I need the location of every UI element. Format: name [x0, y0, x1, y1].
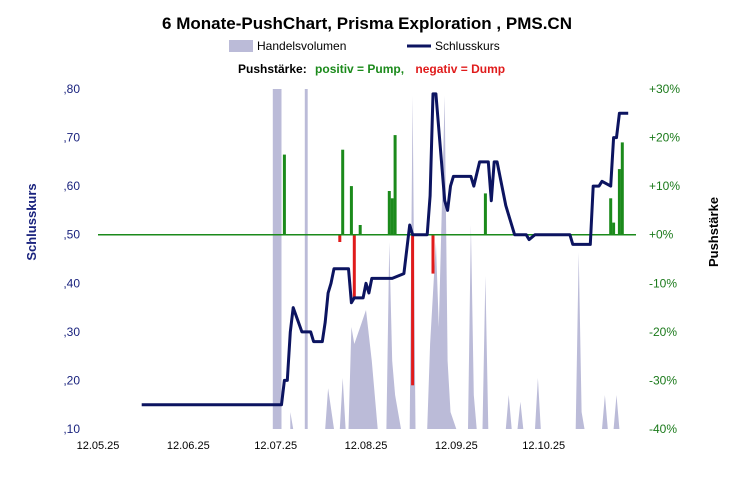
push-bar — [483, 193, 487, 235]
right-tick-label: +20% — [649, 131, 680, 145]
close-price-line — [141, 92, 629, 407]
x-tick-label: 12.08.25 — [345, 440, 388, 452]
push-bar — [393, 135, 397, 235]
right-tick-label: -20% — [649, 325, 677, 339]
y-left-axis-title: Schlusskurs — [24, 183, 39, 260]
left-tick-label: ,70 — [63, 131, 80, 145]
push-bar — [352, 234, 356, 298]
left-tick-label: ,50 — [63, 228, 80, 242]
push-bar — [431, 234, 435, 274]
chart-title: 6 Monate-PushChart, Prisma Exploration ,… — [162, 14, 572, 33]
x-tick-label: 12.06.25 — [167, 440, 210, 452]
legend-push-prefix: Pushstärke: — [238, 62, 307, 76]
x-tick-label: 12.05.25 — [77, 440, 120, 452]
left-tick-label: ,40 — [63, 276, 80, 290]
right-tick-label: +10% — [649, 179, 680, 193]
push-bar — [612, 222, 616, 235]
push-bar — [349, 186, 353, 235]
legend-push-negative: negativ = Dump — [415, 62, 505, 76]
left-tick-label: ,60 — [63, 179, 80, 193]
right-tick-label: +30% — [649, 82, 680, 96]
legend-volume-swatch — [229, 40, 253, 52]
push-bar — [338, 234, 342, 242]
legend-close-label: Schlusskurs — [435, 39, 500, 53]
x-tick-label: 12.09.25 — [435, 440, 478, 452]
push-bar — [390, 198, 394, 235]
left-tick-label: ,30 — [63, 325, 80, 339]
legend-push-line: Pushstärke: positiv = Pump, negativ = Du… — [238, 62, 505, 76]
right-tick-label: -10% — [649, 276, 677, 290]
push-bar — [358, 225, 362, 235]
left-axis-ticks: ,10 ,20 ,30 ,40 ,50 ,60 ,70 ,80 — [63, 82, 80, 436]
right-tick-label: -40% — [649, 422, 677, 436]
volume-area-shape — [272, 89, 620, 429]
left-tick-label: ,10 — [63, 422, 80, 436]
right-tick-label: +0% — [649, 228, 674, 242]
left-tick-label: ,80 — [63, 82, 80, 96]
push-bar — [387, 191, 391, 235]
y-right-axis-title: Pushstärke — [706, 197, 721, 267]
push-bars — [282, 135, 624, 386]
x-tick-label: 12.07.25 — [254, 440, 297, 452]
volume-area — [272, 89, 620, 429]
right-axis-ticks: -40% -30% -20% -10% +0% +10% +20% +30% — [649, 82, 680, 436]
push-bar — [617, 169, 621, 235]
push-bar — [609, 198, 613, 235]
push-bar — [282, 154, 286, 235]
close-line — [141, 92, 629, 407]
push-bar — [341, 149, 345, 235]
legend: Handelsvolumen Schlusskurs Pushstärke: p… — [229, 39, 505, 76]
right-tick-label: -30% — [649, 373, 677, 387]
push-bar — [411, 234, 415, 386]
x-tick-label: 12.10.25 — [522, 440, 565, 452]
push-bar — [620, 142, 624, 235]
left-tick-label: ,20 — [63, 373, 80, 387]
x-axis-ticks: 12.05.25 12.06.25 12.07.25 12.08.25 12.09.25… — [77, 440, 566, 452]
legend-push-positive: positiv = Pump, — [315, 62, 404, 76]
legend-volume-label: Handelsvolumen — [257, 39, 346, 53]
